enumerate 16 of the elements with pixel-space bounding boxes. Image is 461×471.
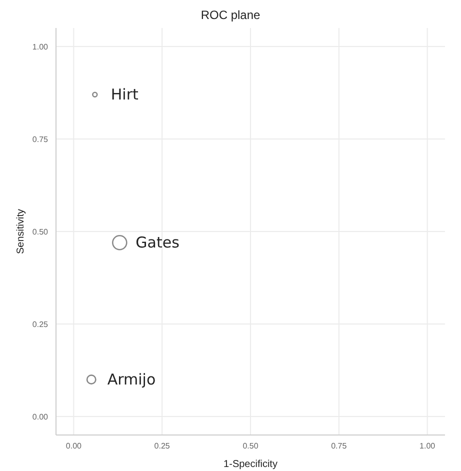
x-tick-label: 1.00 — [420, 442, 436, 451]
y-tick-label: 0.50 — [32, 227, 49, 236]
y-tick-label: 0.25 — [32, 320, 49, 329]
x-axis-title: 1-Specificity — [224, 459, 278, 470]
series-label: Gates — [136, 234, 180, 252]
x-tick-label: 0.25 — [154, 442, 170, 451]
x-tick-label: 0.50 — [242, 442, 259, 451]
x-tick-label: 0.00 — [66, 442, 82, 451]
chart-title: ROC plane — [200, 8, 262, 24]
y-tick-label: 1.00 — [32, 42, 49, 52]
y-tick-label: 0.75 — [32, 134, 49, 144]
y-axis-title: Sensitivity — [16, 208, 27, 254]
series-label: Armijo — [107, 370, 156, 388]
y-tick-label: 0.00 — [32, 412, 49, 422]
series-label: Hirt — [110, 86, 139, 104]
x-tick-label: 0.75 — [331, 442, 348, 451]
